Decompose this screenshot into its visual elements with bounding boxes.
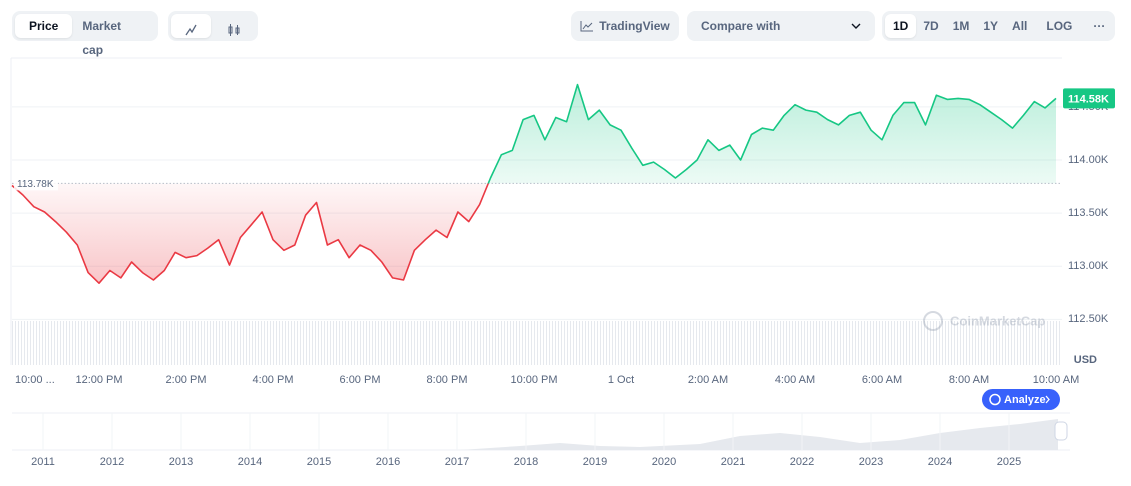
range-tab[interactable]: All: [1012, 19, 1028, 33]
line-style-button[interactable]: [171, 14, 211, 38]
analyze-icon: [989, 393, 1001, 406]
compare-select[interactable]: Compare with: [687, 11, 875, 41]
current-price-tag: [1063, 88, 1115, 109]
x-tick-label: 2:00 PM: [166, 374, 207, 386]
navigator-year: 2019: [583, 456, 607, 468]
volume-background: [12, 321, 1062, 365]
watermark-logo: [923, 311, 943, 331]
x-tick-label: 4:00 PM: [253, 374, 294, 386]
navigator-year: 2016: [376, 456, 400, 468]
navigator-year: 2018: [514, 456, 538, 468]
analyze-button[interactable]: Analyze: [982, 389, 1060, 410]
y-tick-label: 113.00K: [1068, 260, 1109, 272]
current-price-label: 114.58K: [1068, 93, 1109, 105]
chart-style: [168, 11, 258, 41]
navigator-year: 2023: [859, 456, 883, 468]
y-tick-label: 114.00K: [1068, 154, 1109, 166]
y-tick-label: 112.50K: [1068, 313, 1109, 325]
tradingview-button[interactable]: TradingView: [571, 11, 679, 41]
navigator-year: 2011: [31, 456, 55, 468]
log-toggle[interactable]: LOG: [1046, 19, 1073, 33]
navigator-year: 2013: [169, 456, 193, 468]
navigator-year: 2012: [100, 456, 124, 468]
navigator-handle[interactable]: [1054, 421, 1068, 441]
y-tick-label: 113.50K: [1068, 207, 1109, 219]
range-tab[interactable]: 1Y: [983, 19, 999, 33]
price-area: [12, 84, 1056, 284]
tradingview-icon: [580, 21, 594, 32]
watermark: CoinMarketCap: [923, 311, 1045, 331]
x-tick-label: 6:00 AM: [862, 374, 902, 386]
x-tick-label: 6:00 PM: [340, 374, 381, 386]
tradingview-label: TradingView: [599, 19, 670, 33]
x-tick-label: 4:00 AM: [775, 374, 815, 386]
range-tab[interactable]: 7D: [923, 19, 939, 33]
compare-label: Compare with: [701, 19, 781, 33]
line-icon: [185, 24, 197, 36]
x-tick-label: 8:00 AM: [949, 374, 989, 386]
x-tick-label: 12:00 PM: [75, 374, 122, 386]
x-tick-label: 10:00 ...: [15, 374, 55, 386]
navigator-year: 2024: [928, 456, 952, 468]
price-line: [11, 83, 1057, 284]
reference-label: 113.78K: [17, 179, 54, 190]
tab[interactable]: Price: [15, 14, 73, 38]
analyze-label: Analyze: [1004, 394, 1046, 406]
x-tick-label: 2:00 AM: [688, 374, 728, 386]
navigator-year: 2020: [652, 456, 676, 468]
metric-tabs: Price Market cap: [12, 11, 158, 57]
range-tab[interactable]: 1M: [952, 19, 970, 33]
x-tick-label: 8:00 PM: [427, 374, 468, 386]
navigator-area: [460, 419, 1058, 450]
candle-style-button[interactable]: [211, 14, 251, 38]
analyze-background: [982, 389, 1060, 410]
x-tick-label: 1 Oct: [608, 374, 634, 386]
chevron: [851, 23, 861, 29]
reference-label-bg: [14, 175, 58, 191]
x-tick-label: 10:00 AM: [1033, 374, 1079, 386]
candle-icon: [228, 24, 240, 36]
navigator-year: 2021: [721, 456, 745, 468]
navigator-year: 2017: [445, 456, 469, 468]
analyze-chevron: [1045, 395, 1050, 404]
navigator-year: 2025: [997, 456, 1021, 468]
tab[interactable]: Market cap: [82, 19, 122, 57]
navigator-year: 2022: [790, 456, 814, 468]
range-tabs: 1D 7D 1M 1Y All LOG ···: [882, 11, 1115, 41]
more-button[interactable]: ···: [1093, 19, 1106, 33]
unit-label: USD: [1074, 354, 1097, 366]
watermark-text: CoinMarketCap: [950, 313, 1045, 328]
navigator-year: 2014: [238, 456, 262, 468]
x-tick-label: 10:00 PM: [510, 374, 557, 386]
range-tab[interactable]: 1D: [885, 14, 917, 38]
navigator-year: 2015: [307, 456, 331, 468]
